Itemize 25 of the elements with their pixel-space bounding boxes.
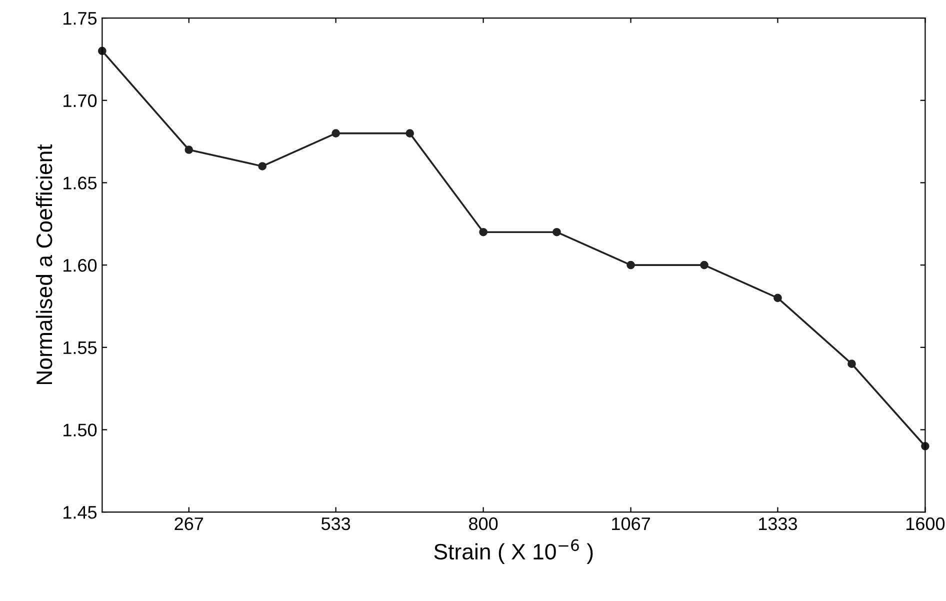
point — [848, 360, 856, 368]
x-axis-title: Strain ( X 10$^{−6}$ ) — [434, 539, 593, 564]
point — [332, 129, 340, 138]
point — [552, 228, 561, 236]
x-tick-label: 533 — [321, 517, 350, 530]
x-tick-label: 1067 — [612, 517, 650, 530]
x-tick-label: 1333 — [759, 517, 797, 530]
y-tick-label: 1.55 — [64, 342, 97, 354]
point — [700, 260, 708, 270]
y-axis-title: Normalised a Coefficient — [36, 144, 52, 384]
y-tick-label: 1.75 — [64, 12, 97, 25]
y-tick-label: 1.65 — [64, 176, 97, 190]
point — [258, 162, 267, 170]
point — [406, 129, 414, 138]
x-tick-label: 800 — [469, 517, 498, 530]
x-tick-label: 267 — [174, 517, 204, 530]
y-tick-label: 1.50 — [64, 424, 97, 436]
point — [479, 228, 488, 236]
y-tick-label: 1.70 — [64, 94, 97, 108]
y-tick-label: 1.60 — [64, 258, 97, 272]
point — [184, 146, 194, 154]
point — [626, 260, 635, 270]
point — [774, 294, 782, 302]
x-tick-label: 1600 — [906, 517, 945, 530]
y-tick-label: 1.45 — [64, 506, 97, 519]
